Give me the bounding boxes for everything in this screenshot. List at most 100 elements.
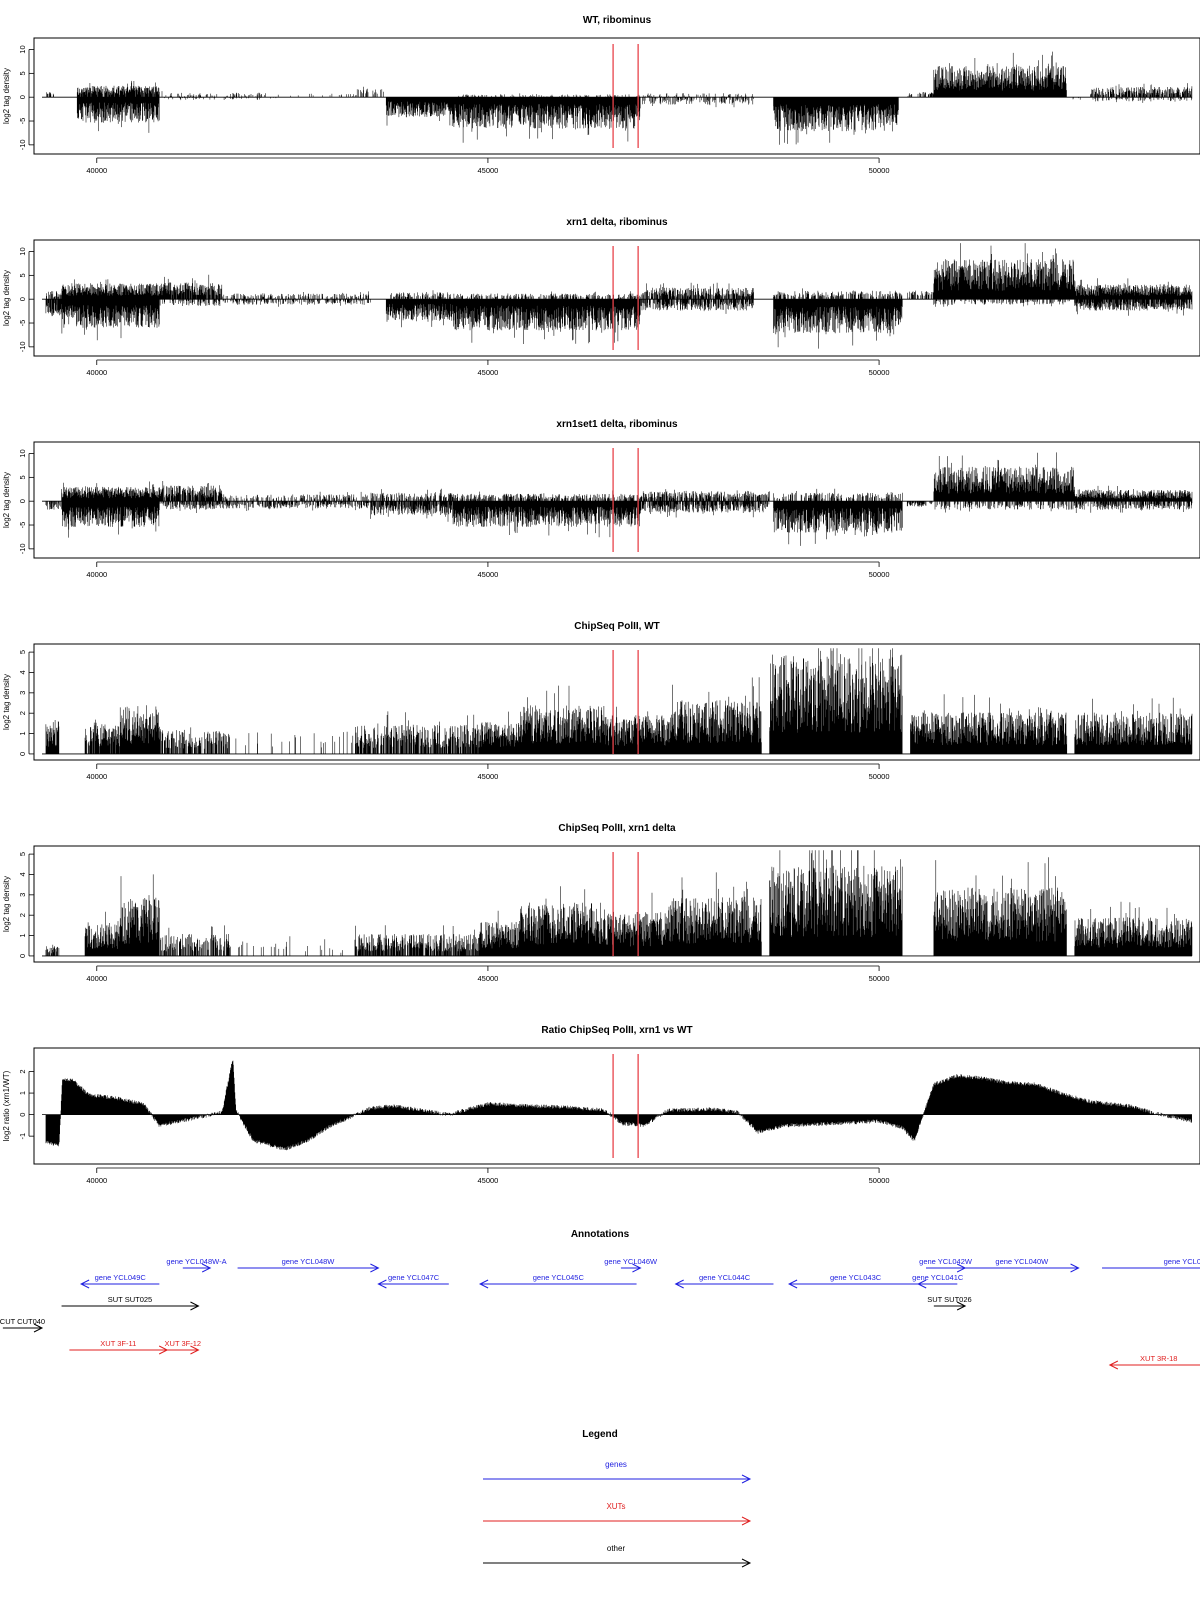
annotation-feature: gene YCL048W-A	[166, 1257, 227, 1273]
annotation-label: gene YCL042W	[919, 1257, 973, 1266]
x-tick-label: 40000	[86, 570, 107, 579]
annotation-feature: XUT 3F-12	[165, 1339, 202, 1355]
y-tick-label: 10	[18, 247, 27, 255]
annotation-feature: SUT SUT025	[61, 1295, 200, 1311]
plot-frame	[33, 441, 1200, 559]
legend-title: Legend	[582, 1429, 618, 1440]
data-bars	[45, 1060, 1192, 1151]
annotation-label: SUT SUT026	[927, 1295, 971, 1304]
x-tick-label: 40000	[86, 772, 107, 781]
data-path	[45, 452, 1193, 546]
panel-title: ChipSeq PolII, WT	[574, 621, 660, 632]
annotation-label: XUT 3R-18	[1140, 1354, 1177, 1363]
annotation-label: XUT 3F-12	[165, 1339, 202, 1348]
y-tick-label: 5	[18, 852, 27, 856]
annotation-label: gene YCL049C	[95, 1273, 147, 1282]
annotation-feature: XUT 3F-11	[69, 1339, 169, 1355]
x-tick-label: 40000	[86, 368, 107, 377]
plot-frame	[33, 37, 1200, 155]
x-tick-label: 45000	[477, 1176, 498, 1185]
annotation-label: gene YCL039W	[1164, 1257, 1200, 1266]
x-tick-label: 45000	[477, 166, 498, 175]
x-tick-label: 40000	[86, 1176, 107, 1185]
panel-1: WT, ribominus log2 tag density -10 -5 0 5 10 40…	[2, 15, 1200, 175]
annotation-feature: gene YCL041C	[912, 1273, 964, 1289]
x-tick-label: 50000	[869, 570, 890, 579]
plot-frame	[33, 845, 1200, 963]
annotation-feature: gene YCL048W	[237, 1257, 380, 1273]
legend-label: XUTs	[606, 1502, 625, 1511]
y-tick-label: 0	[18, 1113, 27, 1117]
panel-title: WT, ribominus	[583, 15, 652, 26]
legend-group: Legend genes XUTs other	[483, 1429, 752, 1568]
annotation-feature: CUT CUT040	[0, 1317, 45, 1333]
y-tick-label: 1	[18, 731, 27, 735]
y-tick-label: 5	[18, 475, 27, 479]
legend-label: other	[607, 1544, 626, 1553]
plot-frame	[33, 643, 1200, 761]
annotation-feature: gene YCL047C	[377, 1273, 449, 1289]
y-tick-label: -1	[18, 1133, 27, 1140]
y-axis-label: log2 ratio (xrn1/WT)	[2, 1070, 11, 1141]
y-tick-label: 3	[18, 691, 27, 695]
y-axis-label: log2 tag density	[2, 876, 11, 932]
annotation-feature: SUT SUT026	[927, 1295, 972, 1311]
data-path	[45, 243, 1193, 349]
annotation-feature: gene YCL045C	[478, 1273, 637, 1289]
legend-label: genes	[605, 1460, 627, 1469]
annotation-label: gene YCL041C	[912, 1273, 964, 1282]
y-tick-label: -10	[18, 543, 27, 554]
panel-title: xrn1set1 delta, ribominus	[556, 419, 678, 430]
data-path	[45, 1060, 1192, 1151]
annotation-feature: gene YCL040W	[965, 1257, 1080, 1273]
annotation-feature: gene YCL049C	[79, 1273, 160, 1289]
x-tick-label: 50000	[869, 974, 890, 983]
x-tick-label: 50000	[869, 1176, 890, 1185]
annotation-label: gene YCL044C	[699, 1273, 751, 1282]
y-tick-label: -10	[18, 139, 27, 150]
x-tick-label: 45000	[477, 570, 498, 579]
panel-5: ChipSeq PolII, xrn1 delta log2 tag densit…	[2, 823, 1200, 983]
data-path	[45, 648, 1193, 754]
annotation-feature: gene YCL044C	[674, 1273, 774, 1289]
y-tick-label: 5	[18, 650, 27, 654]
y-tick-label: -5	[18, 118, 27, 125]
annotation-label: gene YCL046W	[604, 1257, 658, 1266]
data-bars	[45, 452, 1193, 546]
x-tick-label: 50000	[869, 166, 890, 175]
y-tick-label: 2	[18, 913, 27, 917]
annotation-feature: gene YCL043C	[787, 1273, 923, 1289]
annotation-label: gene YCL048W	[282, 1257, 336, 1266]
y-tick-label: -5	[18, 522, 27, 529]
y-tick-label: 0	[18, 297, 27, 301]
annotation-label: SUT SUT025	[108, 1295, 152, 1304]
x-tick-label: 45000	[477, 368, 498, 377]
y-tick-label: 3	[18, 893, 27, 897]
panel-3: xrn1set1 delta, ribominus log2 tag densit…	[2, 419, 1200, 579]
panel-title: xrn1 delta, ribominus	[566, 217, 668, 228]
annotation-feature: gene YCL046W	[604, 1257, 658, 1273]
data-bars	[45, 243, 1193, 349]
x-tick-label: 40000	[86, 166, 107, 175]
y-tick-label: 0	[18, 752, 27, 756]
annotation-label: XUT 3F-11	[100, 1339, 136, 1348]
panel-title: ChipSeq PolII, xrn1 delta	[558, 823, 676, 834]
legend-item-other: other	[483, 1544, 752, 1568]
panel-2: xrn1 delta, ribominus log2 tag density -10…	[2, 217, 1200, 377]
annotation-label: gene YCL040W	[995, 1257, 1049, 1266]
y-axis-label: log2 tag density	[2, 68, 11, 124]
y-tick-label: 4	[18, 872, 27, 876]
annotation-feature: gene YCL039W	[1102, 1257, 1200, 1269]
annotations-title: Annotations	[571, 1229, 630, 1240]
x-tick-label: 45000	[477, 772, 498, 781]
panel-6: Ratio ChipSeq PolII, xrn1 vs WT log2 rati…	[2, 1025, 1200, 1185]
annotation-feature: XUT 3R-18	[1108, 1354, 1200, 1370]
y-tick-label: 1	[18, 1091, 27, 1095]
panel-4: ChipSeq PolII, WT log2 tag density 0 1 2 3 4 5 4…	[2, 621, 1200, 781]
y-axis-label: log2 tag density	[2, 472, 11, 528]
legend-item-genes: genes	[483, 1460, 752, 1484]
x-tick-label: 45000	[477, 974, 498, 983]
y-tick-label: 0	[18, 95, 27, 99]
y-tick-label: 1	[18, 933, 27, 937]
